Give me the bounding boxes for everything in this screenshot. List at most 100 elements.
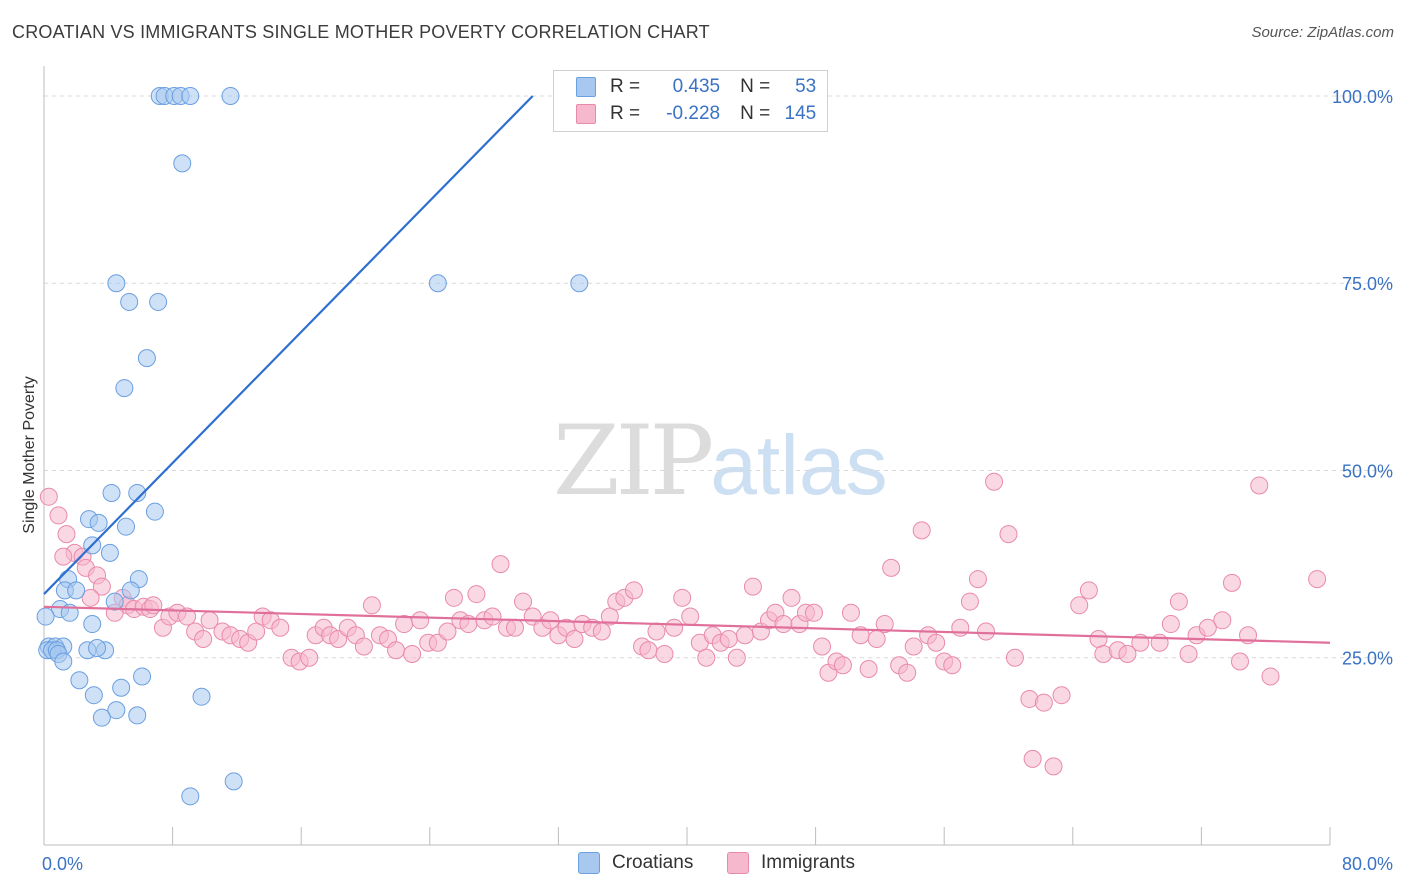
- immigrants-point: [882, 558, 901, 577]
- immigrants-point: [976, 622, 995, 641]
- croatians-point: [107, 274, 126, 293]
- immigrants-point: [144, 596, 163, 615]
- legend-swatch-croatians: [578, 852, 600, 874]
- croatians-point: [570, 274, 589, 293]
- immigrants-point: [1179, 644, 1198, 663]
- legend-item-immigrants[interactable]: Immigrants: [727, 852, 855, 874]
- immigrants-point: [1230, 652, 1249, 671]
- croatians-point: [102, 483, 121, 502]
- immigrants-point: [1118, 644, 1137, 663]
- immigrants-point: [985, 472, 1004, 491]
- croatians-point: [89, 513, 108, 532]
- croatians-trendline: [43, 95, 534, 595]
- immigrants-point: [271, 618, 290, 637]
- immigrants-point: [1044, 757, 1063, 776]
- x-tick-label: 0.0%: [42, 854, 83, 874]
- axes: [43, 66, 1331, 846]
- immigrants-point: [647, 622, 666, 641]
- immigrants-point: [999, 525, 1018, 544]
- immigrants-point: [673, 588, 692, 607]
- immigrants-point: [514, 592, 533, 611]
- series-legend: Croatians Immigrants: [0, 852, 1406, 878]
- immigrants-point: [81, 588, 100, 607]
- croatians-point: [105, 592, 124, 611]
- immigrants-point: [57, 525, 76, 544]
- immigrants-point: [624, 581, 643, 600]
- croatians-point: [54, 652, 73, 671]
- immigrants-trendline: [43, 605, 1331, 644]
- croatians-point: [36, 607, 55, 626]
- immigrants-point: [505, 618, 524, 637]
- immigrants-point: [1213, 611, 1232, 630]
- legend-r-label: R =: [610, 103, 641, 124]
- immigrants-point: [54, 547, 73, 566]
- immigrants-point: [904, 637, 923, 656]
- immigrants-point: [639, 641, 658, 660]
- legend-swatch-immigrants: [727, 852, 749, 874]
- immigrants-point: [1034, 693, 1053, 712]
- immigrants-point: [1070, 596, 1089, 615]
- immigrants-point: [354, 637, 373, 656]
- immigrants-point: [1052, 686, 1071, 705]
- croatians-point: [128, 706, 147, 725]
- immigrants-point: [841, 603, 860, 622]
- immigrants-point: [665, 618, 684, 637]
- legend-n-value: 53: [795, 76, 817, 97]
- immigrants-point: [1079, 581, 1098, 600]
- trendlines: [43, 95, 1331, 644]
- croatians-point: [107, 701, 126, 720]
- legend-swatch-immigrants: [576, 104, 596, 124]
- croatians-point: [133, 667, 152, 686]
- croatians-point: [181, 787, 200, 806]
- legend-n-label: N =: [740, 76, 771, 97]
- immigrants-point: [444, 588, 463, 607]
- croatians-point: [112, 678, 131, 697]
- tick-labels: 25.0% 50.0% 75.0% 100.0% 0.0% 80.0%: [42, 87, 1393, 874]
- croatians-point: [137, 349, 156, 368]
- immigrants-point: [898, 663, 917, 682]
- croatians-point: [70, 671, 89, 690]
- immigrants-point: [875, 615, 894, 634]
- croatians-point: [149, 292, 168, 311]
- immigrants-point: [483, 607, 502, 626]
- immigrants-point: [1198, 618, 1217, 637]
- legend-n-value: 145: [784, 103, 817, 124]
- croatians-point: [88, 639, 107, 658]
- immigrants-point: [467, 585, 486, 604]
- immigrants-point: [859, 659, 878, 678]
- legend-r-value: 0.435: [672, 76, 721, 97]
- croatians-point: [92, 708, 111, 727]
- croatians-point: [67, 581, 86, 600]
- x-tick-label: 80.0%: [1342, 854, 1393, 874]
- immigrants-point: [1161, 615, 1180, 634]
- immigrants-point: [1261, 667, 1280, 686]
- immigrants-point: [681, 607, 700, 626]
- source-label: Source: ZipAtlas.com: [1251, 24, 1394, 41]
- immigrants-point: [362, 596, 381, 615]
- immigrants-point: [927, 633, 946, 652]
- croatians-point: [181, 86, 200, 105]
- immigrants-point: [833, 656, 852, 675]
- immigrants-point: [300, 648, 319, 667]
- immigrants-point: [782, 588, 801, 607]
- immigrants-point: [1222, 573, 1241, 592]
- chart-title: CROATIAN VS IMMIGRANTS SINGLE MOTHER POV…: [12, 22, 710, 42]
- immigrants-point: [1005, 648, 1024, 667]
- immigrants-point: [1308, 570, 1327, 589]
- y-tick-label: 75.0%: [1342, 274, 1393, 294]
- croatians-points: [36, 86, 589, 806]
- croatians-point: [120, 292, 139, 311]
- immigrants-point: [719, 630, 738, 649]
- immigrants-point: [438, 622, 457, 641]
- legend-item-croatians[interactable]: Croatians: [578, 852, 693, 874]
- legend-r-label: R =: [610, 76, 641, 97]
- legend-r-value: -0.228: [666, 103, 721, 124]
- immigrants-point: [1169, 592, 1188, 611]
- immigrants-point: [178, 607, 197, 626]
- legend-label-croatians: Croatians: [612, 852, 694, 873]
- legend-n-label: N =: [740, 103, 771, 124]
- y-tick-label: 50.0%: [1342, 461, 1393, 481]
- croatians-point: [221, 86, 240, 105]
- y-axis-label: Single Mother Poverty: [21, 376, 38, 534]
- immigrants-point: [1250, 476, 1269, 495]
